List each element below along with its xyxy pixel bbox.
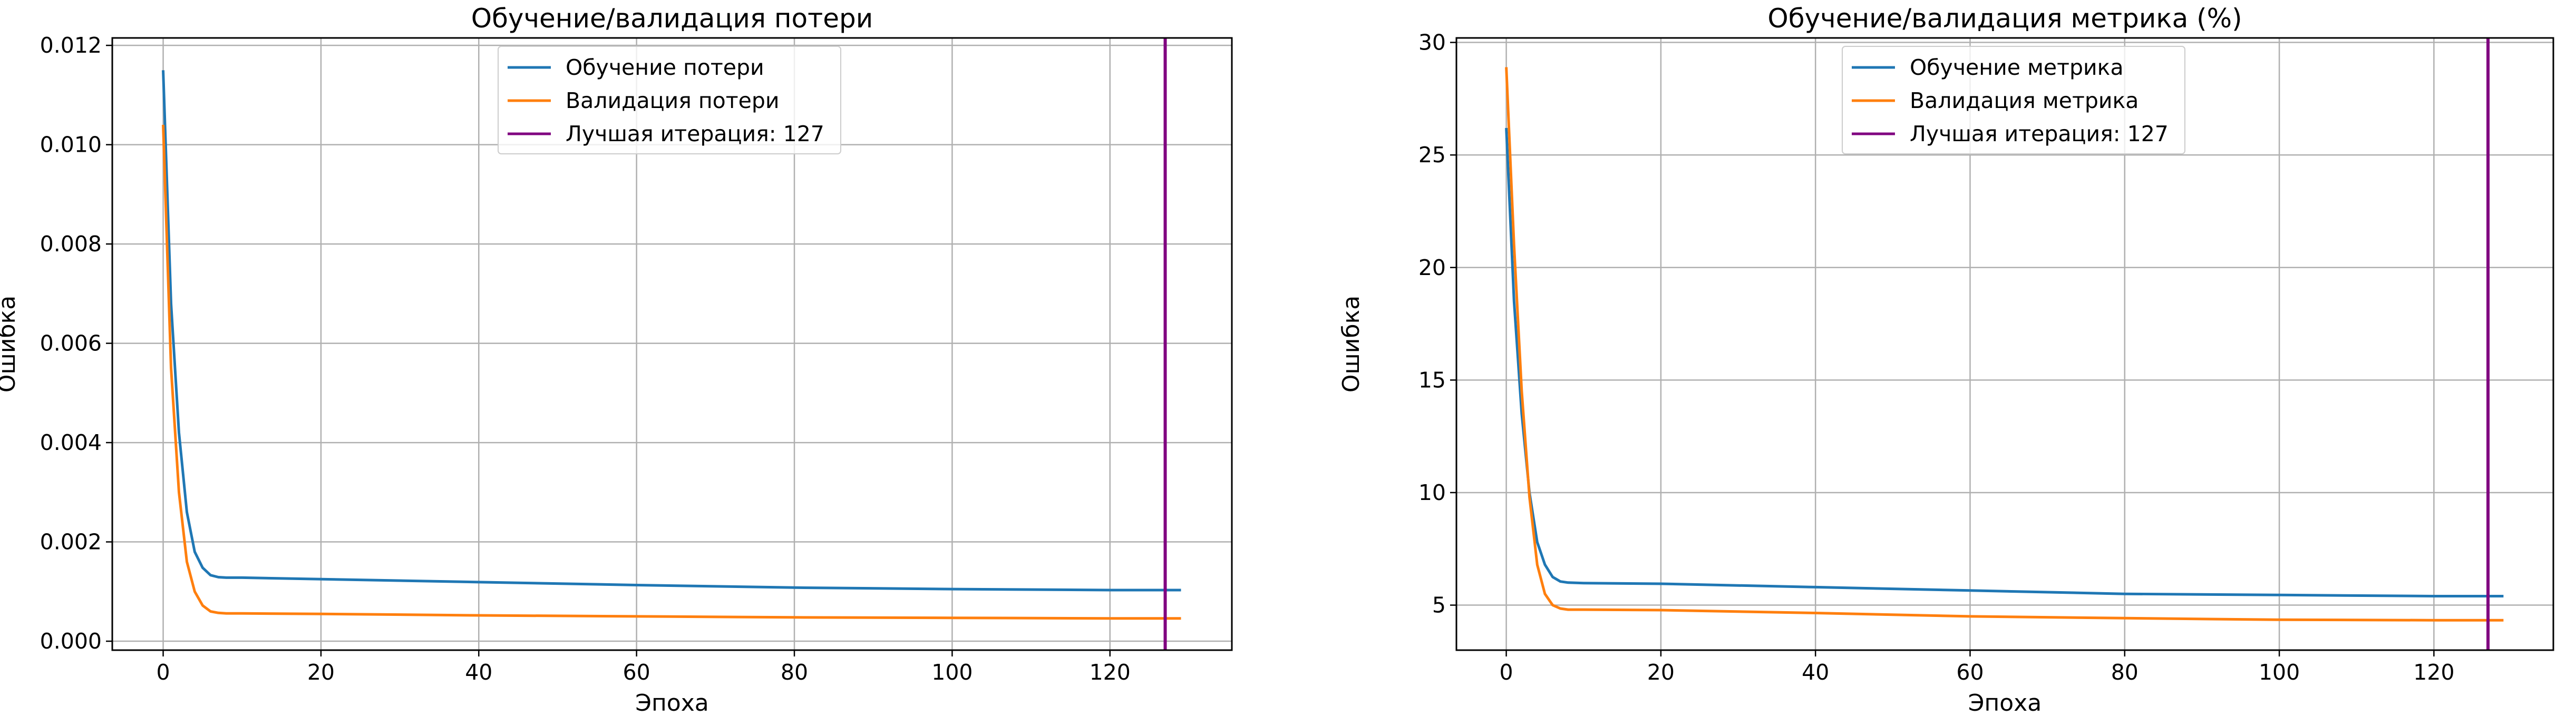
metric-y-tick-label-1: 10 [1418, 480, 1446, 505]
metric-chart-title: Обучение/валидация метрика (%) [1767, 3, 2242, 34]
metric-x-tick-label-5: 100 [2259, 660, 2300, 685]
metric-x-tick-label-1: 20 [1647, 660, 1675, 685]
metric-x-tick-label-4: 80 [2111, 660, 2138, 685]
loss-axes-frame [111, 37, 1233, 651]
metric-plot-area [1505, 38, 2504, 650]
loss-x-tick-label-3: 60 [623, 660, 650, 685]
loss-y-tick-label-5: 0.010 [40, 132, 102, 158]
loss-y-tick-label-4: 0.008 [40, 231, 102, 257]
loss-x-tick-label-5: 100 [931, 660, 973, 685]
metric-x-tick-label-6: 120 [2413, 660, 2454, 685]
loss-x-tick-label-4: 80 [781, 660, 808, 685]
loss-legend-label-val: Валидация потери [566, 88, 780, 113]
metric-y-tick-label-5: 30 [1418, 30, 1446, 55]
metric-chart: 0 20 40 60 80 100 120 5 10 15 20 25 30 Обучение/вал… [1338, 3, 2554, 716]
loss-x-tick-label-2: 40 [465, 660, 492, 685]
loss-y-tick-label-6: 0.012 [40, 33, 102, 58]
metric-legend-box [1842, 46, 2185, 154]
loss-legend: Обучение потери Валидация потери Лучшая … [498, 46, 841, 154]
loss-legend-label-best: Лучшая итерация: 127 [566, 121, 824, 146]
loss-plot-area [162, 38, 1181, 650]
metric-series-line-val [1505, 67, 2504, 622]
loss-y-tick-label-1: 0.002 [40, 529, 102, 555]
metric-y-tick-label-2: 15 [1418, 367, 1446, 393]
loss-x-tick-label-6: 120 [1090, 660, 1131, 685]
loss-y-ticks: 0.000 0.002 0.004 0.006 0.008 0.010 0.012 [40, 33, 112, 654]
metric-legend: Обучение метрика Валидация метрика Лучша… [1842, 46, 2185, 154]
metric-y-axis-label: Ошибка [1338, 296, 1365, 393]
metric-x-axis-label: Эпоха [1968, 690, 2042, 716]
metric-legend-label-val: Валидация метрика [1910, 88, 2138, 113]
metric-grid [1456, 38, 2553, 650]
loss-x-axis-label: Эпоха [635, 690, 708, 716]
loss-x-ticks: 0 20 40 60 80 100 120 [156, 650, 1131, 685]
loss-y-tick-label-3: 0.006 [40, 331, 102, 356]
loss-y-tick-label-2: 0.004 [40, 430, 102, 455]
loss-y-tick-label-0: 0.000 [40, 629, 102, 654]
metric-x-tick-label-0: 0 [1500, 660, 1513, 685]
loss-y-axis-label: Ошибка [0, 296, 21, 393]
loss-legend-box [498, 46, 841, 154]
loss-x-tick-label-0: 0 [156, 660, 170, 685]
metric-x-ticks: 0 20 40 60 80 100 120 [1500, 650, 2455, 685]
loss-chart: 0 20 40 60 80 100 120 0.0000.0020.0040.0060.00… [0, 3, 1233, 716]
metric-legend-label-best: Лучшая итерация: 127 [1910, 121, 2169, 146]
loss-series-line-val [162, 124, 1181, 620]
metric-y-tick-label-4: 25 [1418, 142, 1446, 168]
metric-y-tick-label-3: 20 [1418, 255, 1446, 280]
loss-x-tick-label-1: 20 [307, 660, 335, 685]
metric-legend-label-train: Обучение метрика [1910, 55, 2124, 80]
loss-series-line-train [162, 70, 1181, 592]
metric-x-tick-label-2: 40 [1802, 660, 1829, 685]
loss-chart-title: Обучение/валидация потери [471, 3, 873, 34]
metric-y-ticks: 5 10 15 20 25 30 [1418, 30, 1456, 618]
metric-y-tick-label-0: 5 [1432, 593, 1446, 618]
loss-legend-label-train: Обучение потери [566, 55, 764, 80]
metric-x-tick-label-3: 60 [1956, 660, 1984, 685]
metric-axes-frame [1455, 37, 2554, 651]
